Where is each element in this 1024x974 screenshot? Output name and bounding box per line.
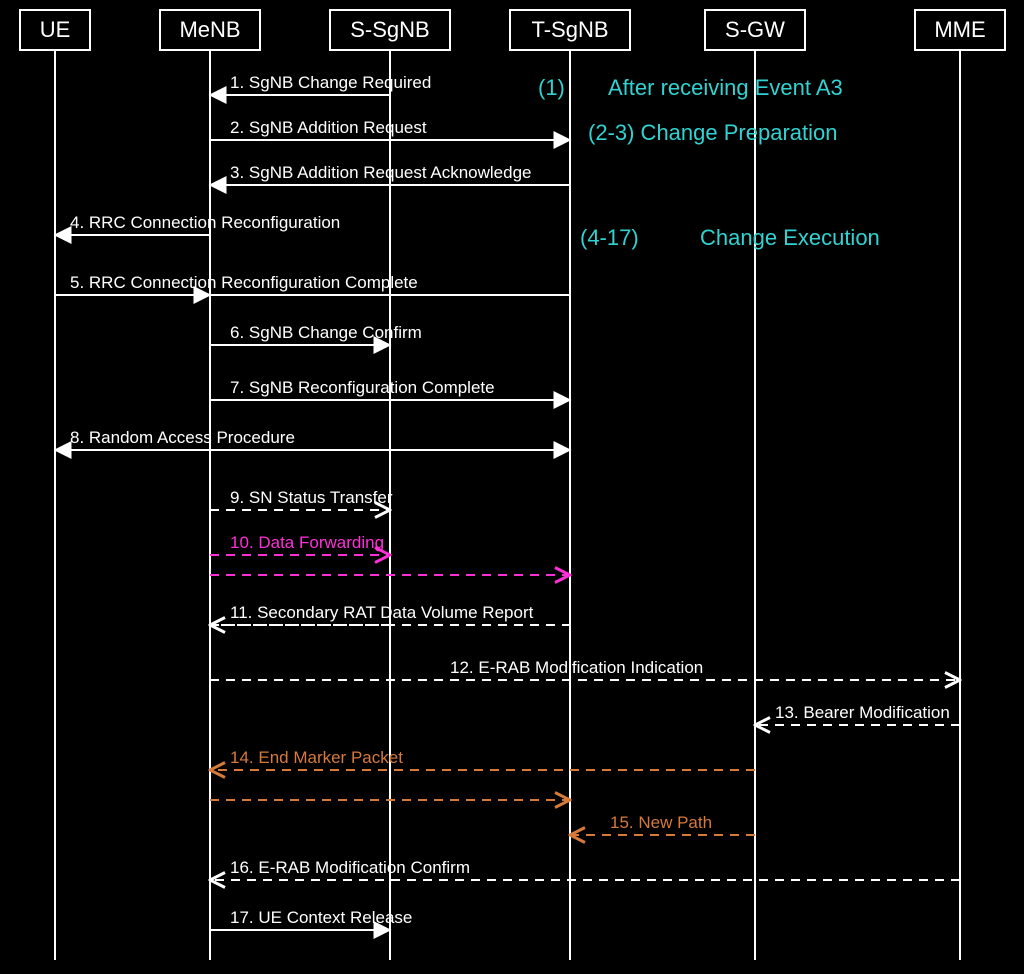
message-12: 12. E-RAB Modification Indication [210, 658, 960, 680]
message-17: 17. UE Context Release [210, 908, 412, 930]
message-label-5: 5. RRC Connection Reconfiguration Comple… [70, 273, 418, 292]
message-label-6: 6. SgNB Change Confirm [230, 323, 422, 342]
message-label-2: 2. SgNB Addition Request [230, 118, 427, 137]
diagram-note-1: After receiving Event A3 [608, 75, 843, 100]
participant-label-ssgnb: S-SgNB [350, 17, 429, 42]
message-2: 2. SgNB Addition Request [210, 118, 570, 140]
message-label-17: 17. UE Context Release [230, 908, 412, 927]
message-label-7: 7. SgNB Reconfiguration Complete [230, 378, 495, 397]
diagram-note-4: Change Execution [700, 225, 880, 250]
message-9: 9. SN Status Transfer [210, 488, 393, 510]
message-label-8: 8. Random Access Procedure [70, 428, 295, 447]
message-label-14: 14. End Marker Packet [230, 748, 403, 767]
message-label-10: 10. Data Forwarding [230, 533, 384, 552]
diagram-note-3: (4-17) [580, 225, 639, 250]
diagram-note-2: (2-3) Change Preparation [588, 120, 837, 145]
participant-label-sgw: S-GW [725, 17, 785, 42]
message-label-13: 13. Bearer Modification [775, 703, 950, 722]
message-label-3: 3. SgNB Addition Request Acknowledge [230, 163, 531, 182]
message-3: 3. SgNB Addition Request Acknowledge [210, 163, 570, 185]
message-5: 5. RRC Connection Reconfiguration Comple… [55, 273, 570, 295]
message-label-15: 15. New Path [610, 813, 712, 832]
participant-label-menb: MeNB [179, 17, 240, 42]
message-label-4: 4. RRC Connection Reconfiguration [70, 213, 340, 232]
message-label-12: 12. E-RAB Modification Indication [450, 658, 703, 677]
message-label-1: 1. SgNB Change Required [230, 73, 431, 92]
message-label-16: 16. E-RAB Modification Confirm [230, 858, 470, 877]
message-7: 7. SgNB Reconfiguration Complete [210, 378, 570, 400]
message-15: 15. New Path [570, 813, 755, 835]
message-8: 8. Random Access Procedure [55, 428, 570, 450]
participant-label-ue: UE [40, 17, 71, 42]
message-6: 6. SgNB Change Confirm [210, 323, 422, 345]
participant-label-mme: MME [934, 17, 985, 42]
message-14: 14. End Marker Packet [210, 748, 755, 800]
message-16: 16. E-RAB Modification Confirm [210, 858, 960, 880]
message-label-11: 11. Secondary RAT Data Volume Report [230, 603, 534, 622]
diagram-svg: UE MeNB S-SgNB T-SgNB S-GW MME 1. SgNB Change … [0, 0, 1024, 974]
sequence-diagram: UE MeNB S-SgNB T-SgNB S-GW MME 1. SgNB Change … [0, 0, 1024, 974]
participant-label-tsgnb: T-SgNB [531, 17, 608, 42]
message-13: 13. Bearer Modification [755, 703, 960, 725]
diagram-note-0: (1) [538, 75, 565, 100]
message-4: 4. RRC Connection Reconfiguration [55, 213, 340, 235]
message-label-9: 9. SN Status Transfer [230, 488, 393, 507]
message-11: 11. Secondary RAT Data Volume Report [210, 603, 570, 625]
message-1: 1. SgNB Change Required [210, 73, 431, 95]
